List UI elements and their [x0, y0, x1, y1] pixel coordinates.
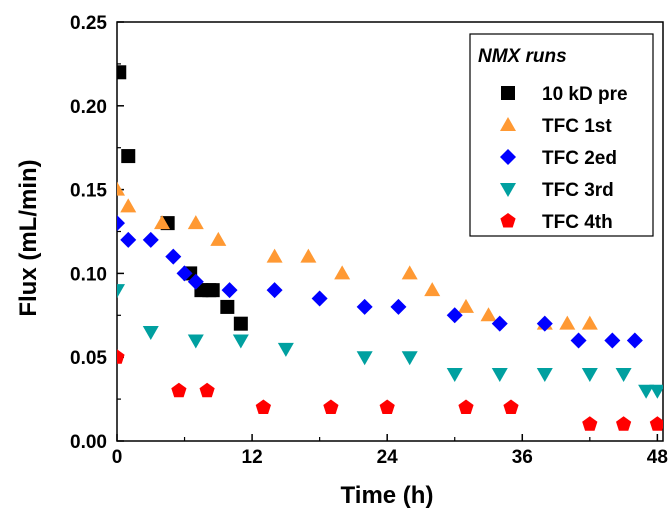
data-point	[187, 334, 204, 349]
legend-label: TFC 1st	[542, 116, 612, 137]
x-axis-title: Time (h)	[341, 482, 434, 509]
data-point	[638, 384, 655, 399]
data-point	[277, 342, 294, 357]
series-4	[117, 349, 663, 431]
data-point	[154, 215, 171, 230]
legend-label: TFC 3rd	[542, 180, 614, 201]
data-point	[446, 367, 463, 382]
data-point	[117, 349, 125, 364]
data-point	[491, 315, 508, 332]
data-point	[176, 265, 193, 282]
data-point	[390, 298, 407, 315]
data-point	[480, 307, 497, 322]
data-point	[117, 181, 125, 196]
data-point	[582, 416, 598, 431]
data-marks	[117, 65, 663, 431]
data-point	[199, 382, 215, 398]
data-point	[401, 351, 418, 366]
legend-marker	[500, 183, 516, 197]
data-point	[221, 282, 238, 299]
data-point	[356, 298, 373, 315]
data-point	[165, 248, 182, 265]
data-point	[491, 367, 508, 382]
y-tick-label: 0.00	[70, 432, 107, 453]
legend-marker	[500, 213, 516, 228]
y-tick-label: 0.05	[70, 348, 107, 369]
data-point	[334, 265, 351, 280]
data-point	[559, 315, 576, 330]
data-point	[649, 416, 663, 431]
legend-marker	[501, 86, 515, 100]
legend-title: NMX runs	[478, 46, 567, 67]
data-point	[120, 198, 137, 213]
legend-marker	[500, 117, 516, 131]
data-point	[457, 298, 474, 313]
data-point	[121, 149, 136, 164]
data-point	[311, 290, 328, 307]
data-point	[187, 273, 204, 290]
data-point	[503, 399, 519, 414]
data-point	[210, 231, 227, 246]
data-point	[187, 215, 204, 230]
data-point	[536, 315, 553, 332]
data-point	[604, 332, 621, 349]
data-point	[581, 315, 598, 330]
x-tick-label: 36	[512, 447, 533, 468]
legend-label: 10 kD pre	[542, 84, 628, 105]
y-tick-label: 0.15	[70, 181, 107, 202]
data-point	[142, 231, 159, 248]
data-point	[356, 351, 373, 366]
data-point	[205, 283, 220, 298]
data-point	[616, 416, 632, 431]
data-point	[536, 367, 553, 382]
data-point	[117, 284, 125, 299]
data-point	[171, 382, 187, 398]
data-point	[266, 282, 283, 299]
legend: NMX runs 10 kD pre TFC 1st TFC 2ed TFC 3rd TF…	[469, 33, 654, 237]
series-2	[117, 215, 643, 349]
data-point	[626, 332, 643, 349]
data-point	[581, 367, 598, 382]
data-point	[649, 384, 663, 399]
data-point	[233, 316, 248, 331]
x-tick-label: 48	[647, 447, 668, 468]
data-point	[117, 65, 127, 80]
legend-label: TFC 4th	[542, 212, 613, 233]
axes: 0 12 24 36 48 0.00 0.05 0.10 0.15 0.20 0.25	[70, 13, 668, 468]
data-point	[255, 399, 271, 414]
series-3	[117, 284, 663, 399]
data-point	[142, 326, 159, 341]
legend-label: TFC 2ed	[542, 148, 617, 169]
x-tick-label: 24	[377, 447, 399, 468]
y-axis-title: Flux (mL/min)	[15, 159, 42, 316]
y-tick-label: 0.20	[70, 97, 107, 118]
data-point	[117, 215, 125, 232]
legend-marker	[500, 149, 516, 165]
legend-box	[469, 33, 654, 237]
data-point	[120, 231, 137, 248]
y-tick-label: 0.25	[70, 13, 107, 34]
data-point	[424, 282, 441, 297]
data-point	[300, 248, 317, 263]
data-point	[458, 399, 474, 414]
data-point	[379, 399, 395, 414]
x-tick-label: 0	[112, 447, 123, 468]
data-point	[232, 334, 249, 349]
data-point	[323, 399, 339, 414]
data-point	[615, 367, 632, 382]
x-tick-label: 12	[242, 447, 263, 468]
data-point	[401, 265, 418, 280]
data-point	[446, 307, 463, 324]
data-point	[220, 299, 235, 314]
y-tick-label: 0.10	[70, 264, 107, 285]
data-point	[266, 248, 283, 263]
data-point	[570, 332, 587, 349]
